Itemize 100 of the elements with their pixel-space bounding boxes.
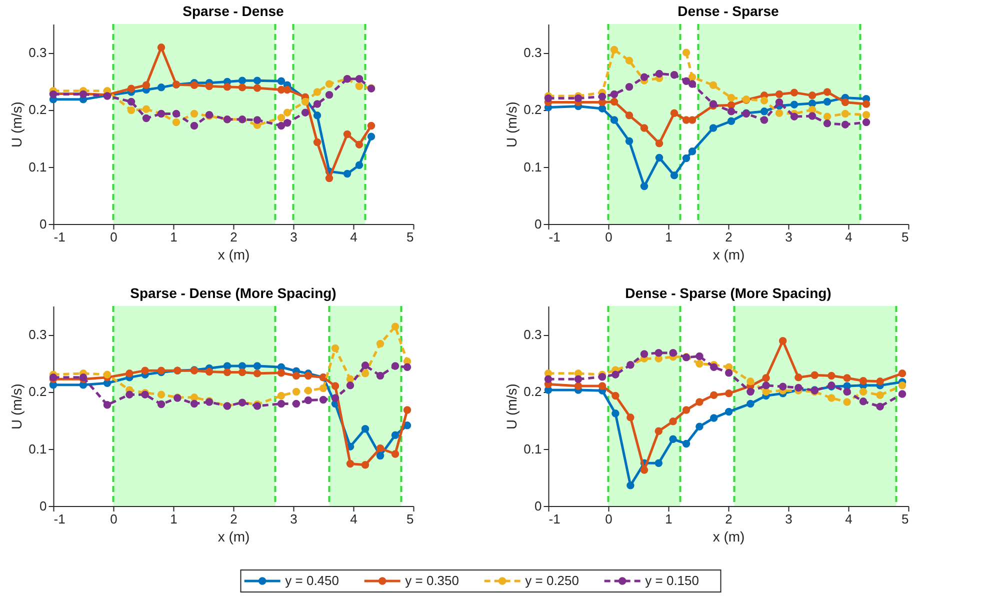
point: [355, 74, 364, 83]
y-tick-label: 0: [40, 216, 47, 232]
point: [810, 371, 819, 380]
x-tick-label: 2: [230, 230, 238, 244]
point: [544, 375, 552, 384]
point: [724, 368, 733, 377]
y-tick-label: 0.3: [28, 327, 47, 342]
point: [598, 372, 606, 381]
point: [190, 400, 198, 408]
point: [253, 116, 262, 124]
point: [343, 170, 352, 178]
point: [610, 46, 618, 54]
point: [283, 108, 292, 116]
point: [355, 140, 364, 148]
x-tick-label: 3: [785, 512, 792, 526]
x-tick-label: -1: [548, 512, 560, 526]
point: [762, 388, 770, 396]
point: [142, 81, 150, 90]
x-tick-label: 1: [665, 512, 672, 526]
legend-label: y = 0.350: [405, 573, 460, 588]
point: [626, 414, 634, 422]
x-tick-label: 5: [406, 512, 414, 526]
point: [223, 82, 232, 91]
point: [103, 400, 112, 409]
point: [612, 392, 620, 400]
point: [319, 396, 328, 404]
point: [391, 322, 400, 330]
point: [876, 391, 884, 400]
point: [688, 148, 696, 156]
x-tick-label: 4: [845, 230, 852, 244]
point: [205, 82, 214, 90]
point: [403, 422, 412, 430]
point: [669, 435, 677, 444]
point: [355, 161, 364, 170]
point: [346, 460, 354, 468]
point: [126, 370, 134, 378]
point: [762, 374, 770, 382]
point: [277, 392, 286, 400]
point: [823, 88, 832, 96]
x-tick-label: 3: [785, 230, 792, 244]
y-tick-label: 0.1: [28, 159, 47, 174]
point: [238, 84, 246, 92]
point: [301, 98, 310, 106]
point: [610, 116, 618, 124]
point: [238, 368, 246, 376]
point: [862, 110, 870, 119]
point: [391, 431, 400, 440]
point: [142, 105, 150, 114]
point: [670, 70, 678, 79]
point: [277, 77, 286, 86]
point: [843, 398, 851, 406]
point: [343, 130, 352, 138]
y-tick-label: 0.3: [524, 45, 542, 60]
point: [346, 382, 354, 390]
point: [304, 372, 312, 380]
point: [325, 80, 334, 88]
point: [292, 400, 300, 408]
point: [391, 362, 400, 370]
y-axis-title: U (m/s): [8, 384, 25, 430]
point: [682, 77, 690, 86]
chart-title: Dense - Sparse (More Spacing): [625, 285, 832, 301]
point: [746, 400, 754, 408]
point: [682, 48, 690, 56]
point: [841, 98, 850, 106]
point: [655, 154, 664, 162]
point: [157, 400, 166, 408]
x-tick-label: 5: [902, 230, 909, 244]
point: [859, 398, 868, 406]
point: [361, 424, 370, 433]
x-tick-label: 4: [350, 230, 358, 244]
point: [391, 450, 400, 458]
x-axis-title: x (m): [712, 528, 745, 544]
point: [727, 117, 736, 126]
point: [688, 116, 696, 124]
point: [141, 366, 149, 374]
y-axis-title: U (m/s): [504, 384, 520, 430]
point: [103, 370, 112, 378]
point: [682, 154, 690, 162]
point: [355, 82, 364, 90]
point: [283, 118, 292, 127]
point: [625, 112, 634, 120]
point: [775, 98, 784, 106]
point: [859, 376, 868, 385]
point: [808, 112, 816, 120]
point: [710, 414, 718, 422]
point: [205, 368, 214, 376]
point: [313, 112, 322, 120]
point: [127, 84, 136, 92]
point: [283, 86, 292, 94]
y-tick-label: 0.1: [524, 159, 542, 174]
point: [670, 172, 678, 180]
point: [640, 350, 648, 358]
point: [403, 363, 412, 372]
point: [640, 466, 648, 474]
point: [760, 116, 768, 124]
point: [828, 394, 836, 402]
point: [127, 98, 136, 106]
x-tick-label: 0: [110, 230, 118, 244]
point: [331, 382, 340, 390]
point: [544, 94, 552, 102]
